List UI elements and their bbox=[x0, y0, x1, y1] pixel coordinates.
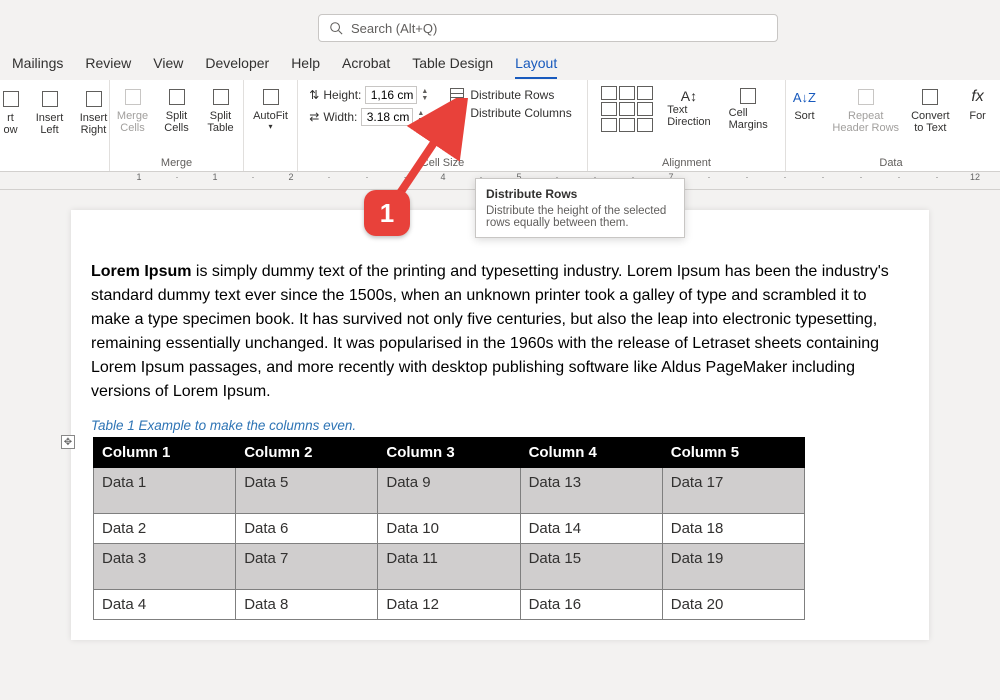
table-row[interactable]: Data 3Data 7Data 11Data 15Data 19 bbox=[94, 544, 805, 590]
table-cell[interactable]: Data 5 bbox=[236, 468, 378, 514]
callout-badge: 1 bbox=[364, 190, 410, 236]
tooltip-title: Distribute Rows bbox=[486, 187, 674, 201]
insert-partial-1[interactable]: rtow bbox=[0, 86, 26, 138]
page: Lorem Ipsum is simply dummy text of the … bbox=[71, 210, 929, 640]
insert-left-button[interactable]: Insert Left bbox=[30, 86, 70, 138]
table-cell[interactable]: Data 18 bbox=[662, 514, 804, 544]
alignment-grid[interactable] bbox=[601, 86, 653, 132]
table-header[interactable]: Column 1 bbox=[94, 438, 236, 468]
table-cell[interactable]: Data 8 bbox=[236, 590, 378, 620]
merge-group: Merge Cells Split Cells Split Table Merg… bbox=[110, 80, 244, 171]
merge-group-label: Merge bbox=[110, 157, 243, 169]
table-cell[interactable]: Data 10 bbox=[378, 514, 520, 544]
table-cell[interactable]: Data 2 bbox=[94, 514, 236, 544]
table-move-handle[interactable]: ✥ bbox=[61, 435, 75, 449]
table-cell[interactable]: Data 14 bbox=[520, 514, 662, 544]
text-direction-button[interactable]: A↕Text Direction bbox=[663, 86, 714, 130]
tab-mailings[interactable]: Mailings bbox=[12, 55, 63, 79]
repeat-header-rows-button[interactable]: Repeat Header Rows bbox=[828, 84, 903, 136]
tab-table-design[interactable]: Table Design bbox=[412, 55, 493, 79]
autofit-button[interactable]: AutoFit▾ bbox=[249, 84, 292, 133]
cell-margins-button[interactable]: Cell Margins bbox=[725, 86, 772, 133]
search-icon bbox=[329, 21, 343, 35]
table-cell[interactable]: Data 17 bbox=[662, 468, 804, 514]
tooltip-body: Distribute the height of the selected ro… bbox=[486, 205, 674, 229]
alignment-group-label: Alignment bbox=[588, 157, 785, 169]
data-group-label: Data bbox=[786, 157, 996, 169]
table-header[interactable]: Column 3 bbox=[378, 438, 520, 468]
merge-cells-button[interactable]: Merge Cells bbox=[113, 84, 153, 136]
document-area[interactable]: Lorem Ipsum is simply dummy text of the … bbox=[0, 190, 1000, 700]
table-cell[interactable]: Data 19 bbox=[662, 544, 804, 590]
table-caption: Table 1 Example to make the columns even… bbox=[91, 418, 909, 433]
table-cell[interactable]: Data 11 bbox=[378, 544, 520, 590]
search-placeholder: Search (Alt+Q) bbox=[351, 21, 437, 36]
table-header[interactable]: Column 2 bbox=[236, 438, 378, 468]
table-row[interactable]: Data 1Data 5Data 9Data 13Data 17 bbox=[94, 468, 805, 514]
rows-cols-group: rtow Insert Left Insert Right bbox=[0, 80, 110, 171]
table-cell[interactable]: Data 4 bbox=[94, 590, 236, 620]
table-cell[interactable]: Data 7 bbox=[236, 544, 378, 590]
table-cell[interactable]: Data 13 bbox=[520, 468, 662, 514]
search-box[interactable]: Search (Alt+Q) bbox=[318, 14, 778, 42]
table-cell[interactable]: Data 1 bbox=[94, 468, 236, 514]
tab-developer[interactable]: Developer bbox=[205, 55, 269, 79]
table-cell[interactable]: Data 20 bbox=[662, 590, 804, 620]
table-header[interactable]: Column 5 bbox=[662, 438, 804, 468]
ribbon: rtow Insert Left Insert Right Merge Cell… bbox=[0, 80, 1000, 172]
split-table-button[interactable]: Split Table bbox=[201, 84, 241, 136]
distribute-rows-tooltip: Distribute Rows Distribute the height of… bbox=[475, 178, 685, 238]
tab-review[interactable]: Review bbox=[85, 55, 131, 79]
table-cell[interactable]: Data 12 bbox=[378, 590, 520, 620]
tab-layout[interactable]: Layout bbox=[515, 55, 557, 79]
sort-button[interactable]: A↓ZSort bbox=[784, 84, 824, 136]
height-icon: ⇅ bbox=[309, 88, 319, 102]
table-row[interactable]: Data 2Data 6Data 10Data 14Data 18 bbox=[94, 514, 805, 544]
convert-to-text-button[interactable]: Convert to Text bbox=[907, 84, 954, 136]
body-paragraph: Lorem Ipsum is simply dummy text of the … bbox=[91, 260, 909, 404]
tab-acrobat[interactable]: Acrobat bbox=[342, 55, 390, 79]
data-group: A↓ZSort Repeat Header Rows Convert to Te… bbox=[786, 80, 996, 171]
autofit-group: AutoFit▾ bbox=[244, 80, 298, 171]
insert-right-button[interactable]: Insert Right bbox=[74, 86, 114, 138]
table-cell[interactable]: Data 16 bbox=[520, 590, 662, 620]
table-row[interactable]: Data 4Data 8Data 12Data 16Data 20 bbox=[94, 590, 805, 620]
ribbon-tabs: Mailings Review View Developer Help Acro… bbox=[12, 55, 557, 79]
tab-view[interactable]: View bbox=[153, 55, 183, 79]
table-cell[interactable]: Data 15 bbox=[520, 544, 662, 590]
alignment-group: A↕Text Direction Cell Margins Alignment bbox=[588, 80, 786, 171]
table-cell[interactable]: Data 6 bbox=[236, 514, 378, 544]
formula-button[interactable]: fxFor bbox=[958, 84, 998, 136]
tab-help[interactable]: Help bbox=[291, 55, 320, 79]
table-cell[interactable]: Data 9 bbox=[378, 468, 520, 514]
example-table[interactable]: Column 1Column 2Column 3Column 4Column 5… bbox=[93, 437, 805, 620]
table-header[interactable]: Column 4 bbox=[520, 438, 662, 468]
width-icon: ⇄ bbox=[309, 110, 319, 124]
table-cell[interactable]: Data 3 bbox=[94, 544, 236, 590]
split-cells-button[interactable]: Split Cells bbox=[157, 84, 197, 136]
